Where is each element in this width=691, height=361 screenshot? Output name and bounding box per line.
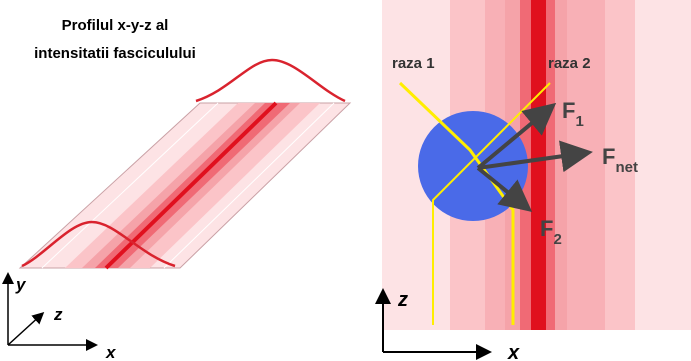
axis-label: x (507, 342, 520, 361)
ray-label: raza 2 (548, 55, 591, 72)
axis-label: y (15, 275, 27, 294)
body: Profilul x-y-z al intensitatii fasciculu… (0, 0, 691, 361)
left-panel: Profilul x-y-z al intensitatii fasciculu… (8, 17, 350, 361)
title-line: Profilul x-y-z al (62, 17, 169, 34)
diagram: Profilul x-y-z al intensitatii fasciculu… (0, 0, 691, 361)
axis-z (8, 314, 42, 345)
title-line: intensitatii fasciculului (34, 45, 196, 62)
axis-label: x (105, 343, 117, 361)
right-panel: raza 1 raza 2 F1 Fnet F2 z x (382, 0, 691, 361)
beam-center (531, 0, 546, 330)
axis-label: z (53, 305, 63, 324)
profile-curve (196, 60, 345, 101)
page: {"left": {"title_lines": ["Profilul x-y-… (0, 0, 691, 361)
axis-label: z (397, 289, 408, 311)
ray-label: raza 1 (392, 55, 435, 72)
particle (418, 111, 528, 221)
